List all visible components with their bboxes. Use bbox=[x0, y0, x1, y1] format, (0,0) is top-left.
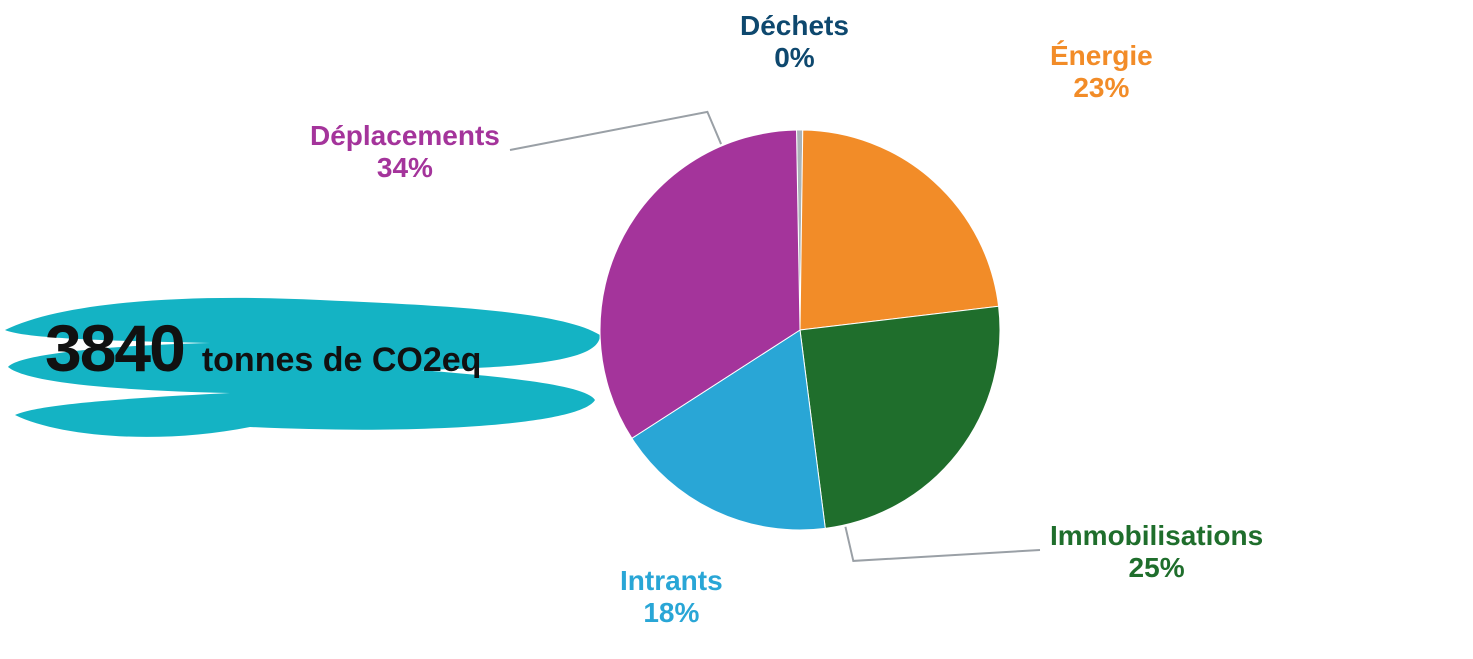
label-energie-name: Énergie bbox=[1050, 40, 1153, 72]
label-intrants-pct: 18% bbox=[620, 597, 723, 629]
label-deplacements: Déplacements 34% bbox=[310, 120, 500, 184]
label-dechets-pct: 0% bbox=[740, 42, 849, 74]
label-deplacements-name: Déplacements bbox=[310, 120, 500, 152]
label-dechets-name: Déchets bbox=[740, 10, 849, 42]
label-intrants: Intrants 18% bbox=[620, 565, 723, 629]
label-immobilisations: Immobilisations 25% bbox=[1050, 520, 1263, 584]
label-immobilisations-name: Immobilisations bbox=[1050, 520, 1263, 552]
label-intrants-name: Intrants bbox=[620, 565, 723, 597]
pie-slice-immobilisations bbox=[800, 306, 1000, 528]
label-dechets: Déchets 0% bbox=[740, 10, 849, 74]
leader-deplacements bbox=[510, 112, 721, 150]
label-energie-pct: 23% bbox=[1050, 72, 1153, 104]
leader-immobilisations bbox=[845, 527, 1040, 561]
label-immobilisations-pct: 25% bbox=[1050, 552, 1263, 584]
stage: 3840 tonnes de CO2eq Déchets 0% Énergie … bbox=[0, 0, 1473, 659]
pie-slice-energie bbox=[800, 130, 999, 330]
label-deplacements-pct: 34% bbox=[310, 152, 500, 184]
label-energie: Énergie 23% bbox=[1050, 40, 1153, 104]
